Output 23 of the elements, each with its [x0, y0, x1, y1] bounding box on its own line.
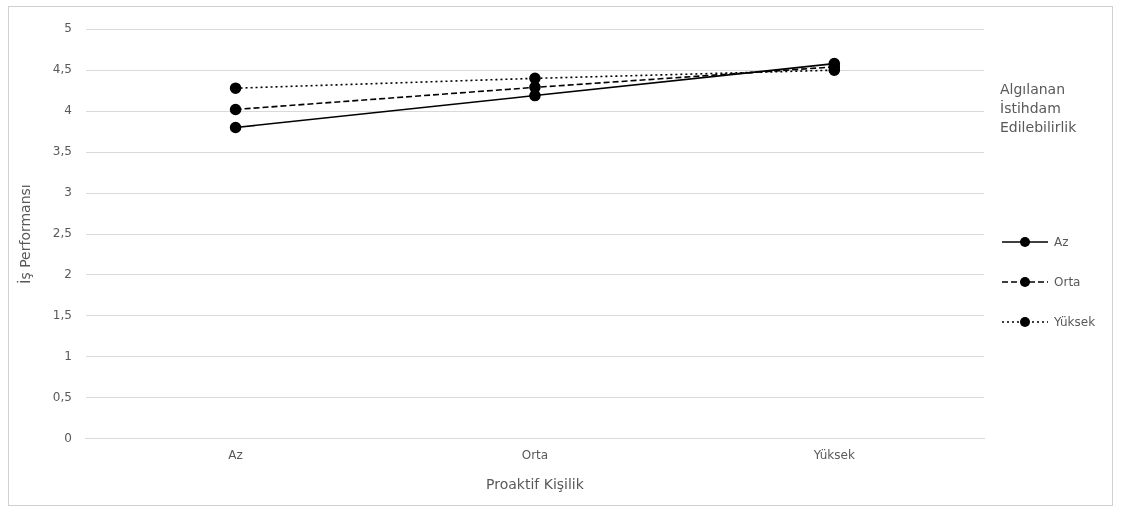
point [229, 82, 242, 94]
y-tick-label: 1 [64, 349, 72, 364]
y-tick-label: 5 [64, 21, 72, 36]
x-tick-label: Az [228, 448, 243, 463]
y-tick-label: 0,5 [52, 389, 72, 404]
y-tick-label: 2 [64, 267, 72, 282]
y-tick-label: 3 [64, 185, 72, 200]
legend-label: Yüksek [1054, 315, 1096, 329]
x-tick-label: Yüksek [812, 448, 855, 463]
point [229, 121, 242, 134]
x-axis-title: Proaktif Kişilik [486, 476, 585, 493]
legend-title: Algılanan İstihdam Edilebilirlik [1000, 80, 1078, 137]
legend-label: Orta [1054, 275, 1081, 289]
y-tick-label: 2,5 [52, 226, 72, 241]
y-tick-label: 0 [64, 430, 72, 445]
y-tick-label: 4 [64, 103, 72, 118]
point [229, 103, 242, 116]
y-tick-label: 4,5 [52, 62, 72, 77]
y-axis-title: İş Performansı [16, 184, 34, 284]
legend-label: Az [1054, 235, 1069, 249]
y-tick-label: 1,5 [52, 308, 72, 323]
x-tick-label: Orta [521, 448, 549, 463]
y-tick-label: 3,5 [52, 144, 72, 159]
